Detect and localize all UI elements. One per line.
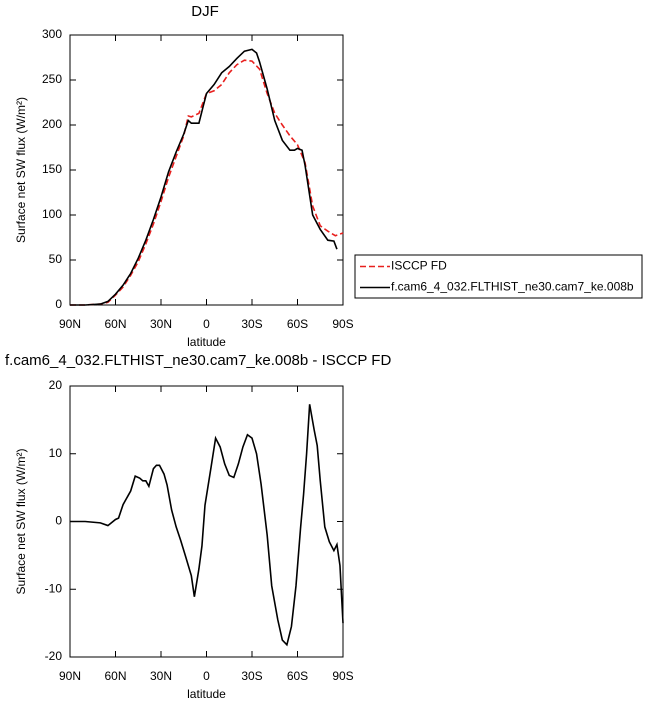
- y-tick-label: 200: [42, 117, 62, 131]
- y-tick-label: 50: [49, 252, 63, 266]
- x-tick-label: 60N: [104, 317, 126, 331]
- y-tick-label: 250: [42, 72, 62, 86]
- x-axis-label: latitude: [187, 687, 226, 701]
- y-tick-label: 150: [42, 162, 62, 176]
- y-tick-label: 300: [42, 27, 62, 41]
- y-tick-label: 0: [55, 514, 62, 528]
- y-axis-label: Surface net SW flux (W/m²): [14, 448, 28, 594]
- chart-title: DJF: [191, 3, 219, 20]
- chart-title: f.cam6_4_032.FLTHIST_ne30.cam7_ke.008b -…: [5, 352, 391, 369]
- y-tick-label: 100: [42, 207, 62, 221]
- plot-frame: [69, 34, 344, 306]
- series-line: [70, 59, 344, 306]
- x-tick-label: 90N: [59, 317, 81, 331]
- legend-label: ISCCP FD: [391, 259, 447, 273]
- y-tick-label: 10: [49, 446, 63, 460]
- x-tick-label: 0: [203, 669, 210, 683]
- series-line: [70, 404, 344, 647]
- x-axis-label: latitude: [187, 335, 226, 349]
- x-tick-label: 60S: [287, 669, 308, 683]
- series-line: [70, 48, 338, 306]
- x-tick-label: 90S: [332, 317, 353, 331]
- y-tick-label: -20: [45, 649, 63, 663]
- y-tick-label: 20: [49, 378, 63, 392]
- plot-frame: [69, 385, 344, 658]
- legend-label: f.cam6_4_032.FLTHIST_ne30.cam7_ke.008b: [391, 280, 634, 294]
- x-tick-label: 30S: [241, 317, 262, 331]
- x-tick-label: 60S: [287, 317, 308, 331]
- y-axis-label: Surface net SW flux (W/m²): [14, 97, 28, 243]
- y-tick-label: 0: [55, 297, 62, 311]
- x-tick-label: 90N: [59, 669, 81, 683]
- x-tick-label: 90S: [332, 669, 353, 683]
- x-tick-label: 30S: [241, 669, 262, 683]
- legend-box: [354, 254, 643, 299]
- y-tick-label: -10: [45, 581, 63, 595]
- x-tick-label: 0: [203, 317, 210, 331]
- x-tick-label: 30N: [150, 317, 172, 331]
- x-tick-label: 60N: [104, 669, 126, 683]
- x-tick-label: 30N: [150, 669, 172, 683]
